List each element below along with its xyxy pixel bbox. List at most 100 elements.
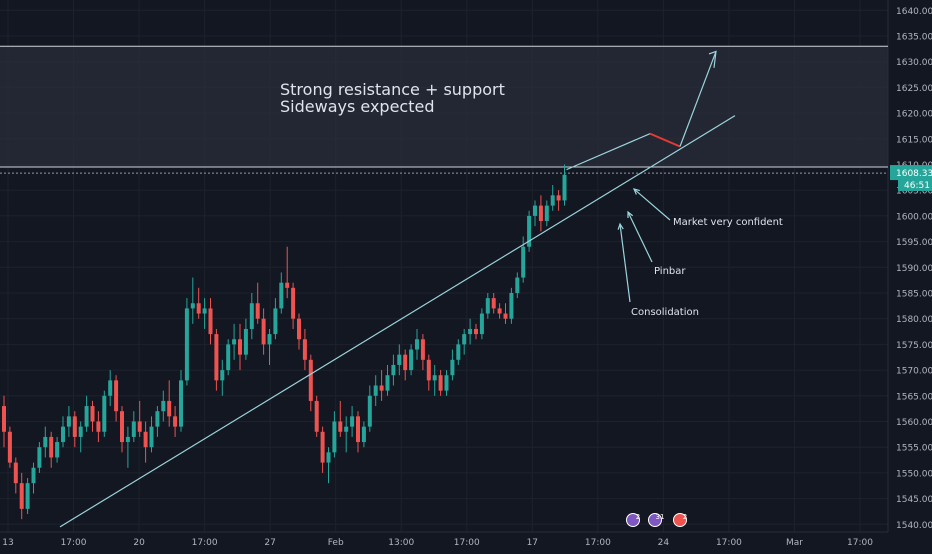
candle-body bbox=[137, 421, 142, 432]
candle-body bbox=[367, 395, 372, 427]
y-tick-label: 1580.00 bbox=[896, 315, 932, 325]
candle-body bbox=[131, 421, 136, 437]
candle-body bbox=[533, 205, 537, 216]
event-badge-icon[interactable] bbox=[673, 513, 687, 527]
pullback-marker[interactable] bbox=[649, 132, 681, 148]
candle-body bbox=[338, 421, 343, 432]
event-badge-icon[interactable] bbox=[648, 513, 662, 527]
candle-body bbox=[143, 431, 148, 448]
candle-body bbox=[238, 339, 242, 355]
event-badge-count: 31 bbox=[656, 513, 665, 521]
label-pinbar: Pinbar bbox=[654, 266, 686, 277]
candle-body bbox=[184, 308, 189, 381]
countdown-label: 46:51 bbox=[904, 181, 930, 191]
x-tick-label: 24 bbox=[658, 538, 670, 548]
candle-body bbox=[320, 431, 325, 463]
candle-body bbox=[456, 344, 461, 360]
candle-body bbox=[438, 375, 443, 391]
y-tick-label: 1570.00 bbox=[896, 367, 932, 377]
candle-body bbox=[13, 462, 18, 484]
candle-body bbox=[72, 416, 77, 437]
candle-body bbox=[120, 411, 124, 443]
y-tick-label: 1575.00 bbox=[896, 341, 932, 351]
y-tick-label: 1605.00 bbox=[896, 187, 932, 197]
candle-body bbox=[226, 344, 231, 371]
arrowhead-icon bbox=[708, 50, 717, 68]
candle-body bbox=[167, 400, 172, 417]
candle-body bbox=[344, 426, 349, 432]
candle-body bbox=[78, 426, 83, 437]
callout-arrowhead-icon bbox=[632, 188, 640, 195]
resistance-zone[interactable] bbox=[0, 46, 888, 168]
candle-body bbox=[361, 426, 366, 443]
candle-body bbox=[314, 400, 319, 432]
candle-body bbox=[409, 349, 414, 371]
candle-body bbox=[497, 308, 502, 314]
y-tick-label: 1560.00 bbox=[896, 418, 932, 428]
candle-body bbox=[462, 334, 467, 345]
candle-body bbox=[190, 303, 195, 309]
candle-body bbox=[179, 380, 183, 427]
candle-body bbox=[208, 308, 213, 335]
candle-body bbox=[90, 406, 95, 422]
candle-body bbox=[61, 426, 65, 443]
x-tick-label: 17:00 bbox=[585, 538, 611, 548]
candle-body bbox=[125, 436, 130, 443]
y-tick-label: 1585.00 bbox=[896, 289, 932, 299]
projection-line-breakout[interactable] bbox=[679, 51, 717, 147]
candle-body bbox=[491, 298, 496, 309]
event-badge-count: 2 bbox=[683, 513, 687, 521]
candle-body bbox=[37, 447, 42, 468]
zone-annotation-line1: Strong resistance + support bbox=[280, 80, 505, 99]
candle-body bbox=[249, 303, 254, 329]
candle-body bbox=[267, 334, 272, 345]
candle-body bbox=[196, 303, 201, 314]
candle-body bbox=[302, 339, 307, 360]
candle-body bbox=[114, 380, 119, 412]
candle-body bbox=[544, 205, 549, 222]
candle-body bbox=[173, 416, 178, 427]
candle-body bbox=[521, 246, 526, 278]
candle-body bbox=[31, 467, 36, 484]
candle-body bbox=[202, 308, 207, 314]
candle-body bbox=[96, 421, 101, 432]
y-tick-label: 1635.00 bbox=[896, 32, 932, 42]
candle-body bbox=[432, 375, 437, 381]
y-tick-label: 1565.00 bbox=[896, 392, 932, 402]
y-tick-label: 1550.00 bbox=[896, 469, 932, 479]
candle-body bbox=[2, 406, 6, 432]
candle-body bbox=[43, 436, 48, 448]
zone-annotation-line2: Sideways expected bbox=[280, 97, 434, 116]
candle-body bbox=[373, 385, 378, 396]
candle-body bbox=[426, 359, 431, 381]
projection-line-up[interactable] bbox=[566, 133, 651, 171]
x-tick-label: 27 bbox=[264, 538, 275, 548]
candle-body bbox=[415, 339, 419, 350]
candle-body bbox=[161, 400, 166, 412]
y-tick-label: 1600.00 bbox=[896, 212, 932, 222]
candle-body bbox=[550, 195, 555, 206]
candle-body bbox=[273, 308, 278, 335]
y-tick-label: 1545.00 bbox=[896, 495, 932, 505]
label-consolidation: Consolidation bbox=[631, 307, 699, 318]
event-badge-icon[interactable] bbox=[626, 513, 640, 527]
candle-body bbox=[232, 339, 237, 345]
callout-arrowhead-icon bbox=[627, 210, 634, 219]
candle-body bbox=[279, 282, 284, 309]
event-badge-count: 2 bbox=[636, 513, 640, 521]
candle-body bbox=[326, 452, 331, 463]
ascending-trendline[interactable] bbox=[59, 115, 736, 528]
y-tick-label: 1620.00 bbox=[896, 110, 932, 120]
candle-body bbox=[243, 328, 248, 355]
candle-body bbox=[503, 313, 508, 319]
candle-body bbox=[562, 174, 567, 201]
candle-body bbox=[332, 421, 337, 453]
candle-body bbox=[155, 411, 160, 427]
y-tick-label: 1630.00 bbox=[896, 58, 932, 68]
candle-body bbox=[66, 416, 71, 427]
callout-arrow-pinbar bbox=[627, 211, 653, 263]
candle-body bbox=[444, 375, 449, 391]
candle-body bbox=[379, 385, 384, 391]
